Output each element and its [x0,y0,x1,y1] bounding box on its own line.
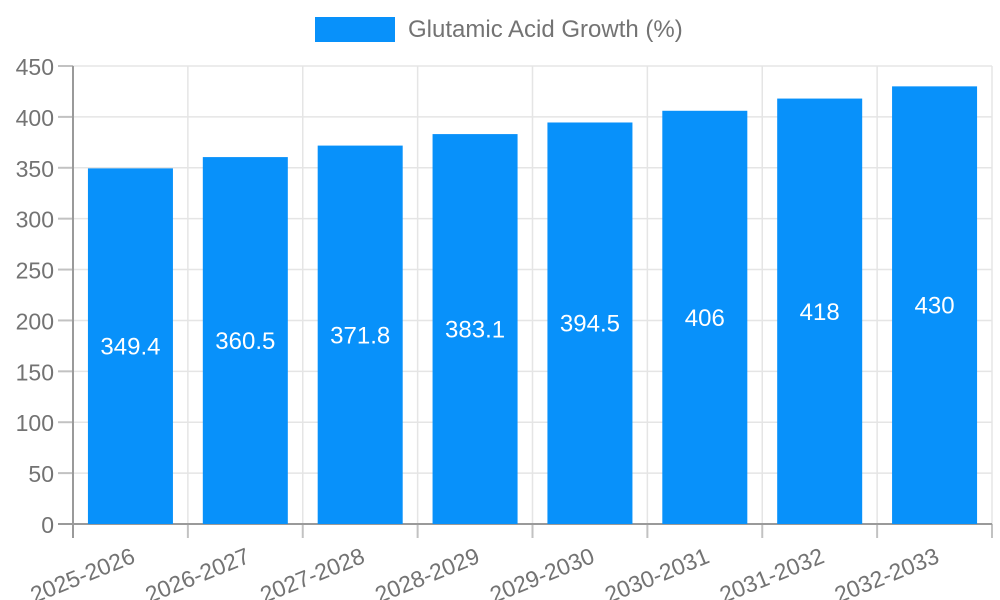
bar [317,145,403,525]
y-tick-label: 300 [16,207,54,233]
x-tick-label: 2027-2028 [256,543,368,600]
x-tick-label: 2026-2027 [141,543,253,600]
y-tick-label: 350 [16,156,54,182]
legend-label[interactable]: Glutamic Acid Growth (%) [408,16,683,43]
bar-value-label: 383.1 [445,317,505,344]
y-tick-label: 150 [16,359,54,385]
bar-value-label: 394.5 [560,311,620,338]
x-tick-label: 2028-2029 [371,543,483,600]
x-tick-label: 2029-2030 [486,543,598,600]
bar-value-label: 406 [685,305,725,332]
y-tick-label: 100 [16,410,54,436]
y-tick-label: 50 [28,461,54,487]
bar [547,122,633,524]
bar-value-label: 418 [800,299,840,326]
y-tick-label: 400 [16,105,54,131]
bar [777,98,863,525]
y-tick-label: 250 [16,258,54,284]
bar [202,157,288,524]
bar [432,134,518,524]
bar-value-label: 349.4 [100,334,160,361]
legend[interactable]: Glutamic Acid Growth (%) [315,17,683,42]
x-tick-label: 2025-2026 [27,543,139,600]
bar-value-label: 430 [915,293,955,320]
y-tick-label: 200 [16,308,54,334]
bar-value-label: 360.5 [215,328,275,355]
bar-value-label: 371.8 [330,322,390,349]
bar [892,86,978,524]
x-tick-label: 2031-2032 [716,543,828,600]
y-tick-label: 450 [16,54,54,80]
x-tick-label: 2032-2033 [831,543,943,600]
legend-swatch[interactable] [315,17,395,42]
x-tick-label: 2030-2031 [601,543,713,600]
bar [662,110,748,524]
bar [87,168,173,525]
y-tick-label: 0 [41,512,54,538]
